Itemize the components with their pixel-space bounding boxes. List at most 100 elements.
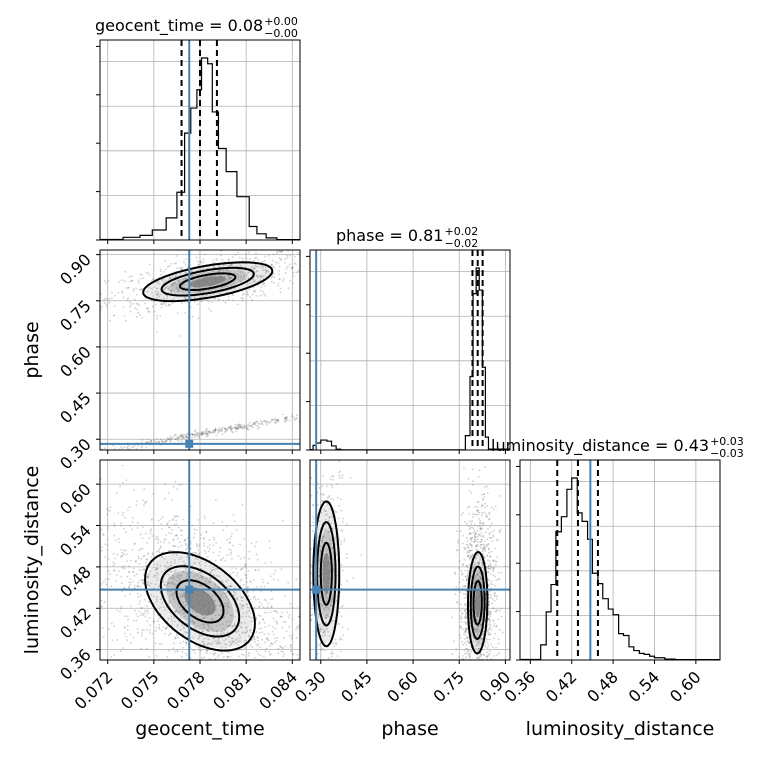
sample-point <box>328 607 331 610</box>
sample-point <box>193 532 196 535</box>
sample-point <box>210 279 213 282</box>
sample-point <box>333 645 335 648</box>
sample-point <box>475 556 477 559</box>
sample-point <box>179 606 181 608</box>
sample-point <box>239 426 242 428</box>
sample-point <box>125 549 127 552</box>
sample-point <box>236 598 239 601</box>
sample-point <box>253 636 255 639</box>
sample-point <box>335 599 338 602</box>
sample-point <box>334 543 337 545</box>
sample-point <box>237 426 240 428</box>
sample-point <box>241 604 244 607</box>
sample-point <box>245 665 247 667</box>
sample-point <box>331 475 333 477</box>
sample-point <box>167 582 169 584</box>
sample-point <box>208 539 211 542</box>
sample-point <box>495 561 498 563</box>
sample-point <box>190 543 192 545</box>
sample-point <box>325 594 327 597</box>
sample-point <box>201 431 203 434</box>
sample-point <box>477 644 480 647</box>
sample-point <box>246 591 249 594</box>
sample-point <box>276 621 279 624</box>
sample-point <box>285 417 287 420</box>
sample-point <box>167 526 170 529</box>
sample-point <box>217 430 220 433</box>
sample-point <box>145 446 148 449</box>
sample-point <box>482 543 485 546</box>
sample-point <box>172 544 175 547</box>
sample-point <box>197 638 200 640</box>
sample-point <box>224 592 226 595</box>
sample-point <box>226 612 229 614</box>
sample-point <box>485 638 487 640</box>
sample-point <box>464 520 466 523</box>
sample-point <box>151 552 154 555</box>
sample-point <box>202 276 205 279</box>
sample-point <box>323 609 326 611</box>
sample-point <box>95 554 97 556</box>
sample-point <box>16 465 18 467</box>
sample-point <box>200 628 203 630</box>
sample-point <box>360 554 363 556</box>
sample-point <box>310 614 313 617</box>
sample-point <box>479 556 481 559</box>
sample-point <box>173 281 176 284</box>
sample-point <box>266 664 268 666</box>
sample-point <box>468 641 471 644</box>
sample-point <box>323 508 326 511</box>
sample-point <box>162 581 165 583</box>
sample-point <box>155 626 158 629</box>
sample-point <box>275 610 278 613</box>
sample-point <box>194 433 197 436</box>
sample-point <box>255 295 258 297</box>
x-axis-label-luminosity_distance: luminosity_distance <box>526 718 715 740</box>
sample-point <box>156 331 158 333</box>
sample-point <box>486 641 489 644</box>
sample-point <box>234 254 237 256</box>
sample-point <box>157 440 160 443</box>
sample-point <box>494 560 497 563</box>
sample-point <box>178 576 181 579</box>
sample-point <box>321 485 324 488</box>
sample-point <box>211 628 214 631</box>
sample-point <box>184 542 187 545</box>
sample-point <box>476 549 478 552</box>
sample-point <box>494 592 496 594</box>
sample-point <box>487 543 489 546</box>
sample-point <box>218 429 221 432</box>
sample-point <box>155 571 158 574</box>
sample-point <box>141 316 144 319</box>
sample-point <box>489 526 492 528</box>
sample-point <box>212 259 215 262</box>
sample-point <box>222 269 225 272</box>
sample-point <box>477 509 479 512</box>
sample-point <box>206 555 209 558</box>
sample-point <box>343 540 346 542</box>
sample-point <box>175 637 177 640</box>
sample-point <box>167 437 169 440</box>
sample-point <box>476 603 479 606</box>
sample-point <box>204 592 207 594</box>
sample-point <box>253 268 255 270</box>
sample-point <box>148 286 151 289</box>
sample-point <box>158 440 161 443</box>
sample-point <box>145 561 147 564</box>
sample-point <box>460 626 462 628</box>
sample-point <box>167 573 170 576</box>
sample-point <box>255 275 258 278</box>
sample-point <box>323 594 326 596</box>
sample-point <box>459 530 462 533</box>
sample-point <box>226 655 229 658</box>
sample-point <box>481 714 483 716</box>
sample-point <box>157 620 159 622</box>
sample-point <box>337 408 339 410</box>
sample-point <box>478 469 481 472</box>
sample-point <box>206 430 209 433</box>
sample-point <box>168 531 171 534</box>
sample-point <box>136 615 139 618</box>
sample-point <box>209 294 212 297</box>
sample-point <box>181 674 183 676</box>
sample-point <box>477 626 479 628</box>
